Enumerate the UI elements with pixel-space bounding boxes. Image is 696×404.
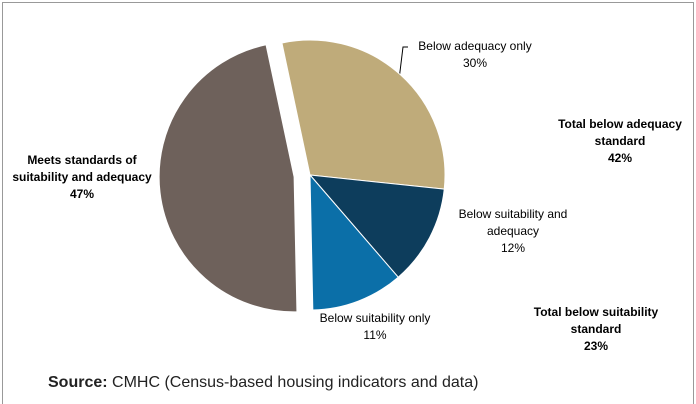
- annotation-text: Total below adequacy standard: [558, 117, 682, 148]
- pie-slice: [158, 44, 298, 313]
- value-label: 12%: [500, 241, 526, 255]
- source-text: CMHC (Census-based housing indicators an…: [112, 374, 479, 391]
- category-label: Meets standards of suitability and adequ…: [12, 153, 152, 184]
- annotation-text: Total below suitability standard: [533, 305, 659, 336]
- annotation-value: 23%: [583, 339, 609, 353]
- pie-slice: [281, 39, 446, 190]
- source: Source: CMHC (Census-based housing indic…: [48, 374, 478, 392]
- slices: [158, 39, 446, 313]
- category-label: Below suitability only: [319, 311, 431, 325]
- annotation: Total below adequacy standard 42%: [550, 116, 690, 167]
- source-label: Source:: [48, 374, 108, 391]
- value-label: 30%: [462, 56, 488, 70]
- pie-slice: [309, 173, 399, 311]
- slice-label: Below adequacy only 30%: [395, 38, 555, 72]
- category-label: Below suitability and adequacy: [458, 207, 568, 238]
- annotation-value: 42%: [607, 151, 633, 165]
- value-label: 11%: [363, 328, 387, 342]
- slice-label: Below suitability and adequacy 12%: [440, 206, 586, 257]
- annotation: Total below suitability standard 23%: [522, 304, 670, 355]
- pie-slice: [308, 174, 445, 278]
- value-label: 47%: [69, 187, 95, 201]
- slice-label: Meets standards of suitability and adequ…: [8, 152, 156, 203]
- category-label: Below adequacy only: [418, 39, 532, 53]
- slice-label: Below suitability only 11%: [290, 310, 460, 344]
